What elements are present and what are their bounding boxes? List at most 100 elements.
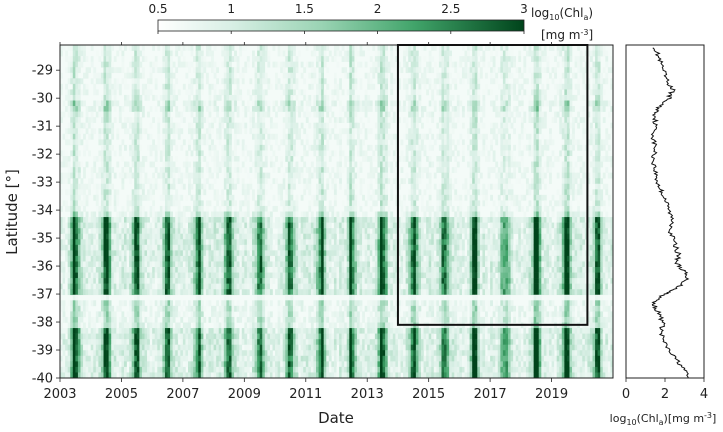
heatmap-cell — [231, 344, 235, 351]
heatmap-cell — [295, 194, 299, 201]
heatmap-cell — [85, 255, 89, 262]
heatmap-cell — [164, 311, 168, 318]
heatmap-cell — [95, 89, 99, 96]
heatmap-cell — [195, 289, 199, 296]
heatmap-cell — [277, 272, 281, 279]
heatmap-cell — [257, 128, 260, 135]
heatmap-cell — [292, 283, 296, 290]
heatmap-cell — [152, 211, 156, 218]
heatmap-cell — [159, 267, 163, 273]
heatmap-cell — [282, 228, 286, 234]
heatmap-cell — [313, 144, 317, 151]
heatmap-cell — [236, 333, 240, 340]
heatmap-cell — [126, 161, 130, 168]
heatmap-panel: 2003 2005 2007 2009 2011 2013 2015 2017 2019 -29… — [3, 42, 614, 427]
heatmap-cell — [103, 183, 107, 190]
heatmap-cell — [313, 106, 317, 112]
heatmap-cell — [167, 100, 171, 107]
heatmap-cell — [285, 250, 289, 257]
heatmap-cell — [111, 255, 115, 262]
heatmap-cell — [129, 328, 132, 334]
heatmap-cell — [118, 366, 122, 373]
heatmap-cell — [154, 61, 158, 68]
heatmap-cell — [272, 45, 276, 51]
heatmap-cell — [85, 366, 89, 373]
heatmap-cell — [126, 355, 130, 362]
heatmap-cell — [90, 172, 94, 179]
heatmap-cell — [223, 139, 227, 146]
heatmap-cell — [188, 233, 191, 240]
heatmap-cell — [287, 283, 291, 290]
heatmap-cell — [236, 328, 240, 334]
heatmap-cell — [228, 289, 232, 296]
heatmap-cell — [177, 61, 181, 68]
heatmap-cell — [167, 278, 171, 284]
heatmap-cell — [328, 300, 332, 307]
heatmap-cell — [65, 56, 68, 62]
heatmap-cell — [316, 328, 319, 334]
heatmap-cell — [157, 67, 161, 74]
heatmap-cell — [100, 361, 104, 368]
heatmap-cell — [108, 156, 112, 162]
heatmap-cell — [147, 178, 150, 185]
heatmap-cell — [100, 344, 104, 351]
heatmap-cell — [198, 83, 202, 90]
heatmap-cell — [205, 289, 209, 296]
heatmap-cell — [295, 366, 299, 373]
heatmap-cell — [154, 150, 158, 157]
heatmap-cell — [85, 261, 89, 268]
heatmap-cell — [80, 45, 84, 51]
heatmap-cell — [188, 316, 191, 323]
heatmap-cell — [167, 316, 171, 323]
heatmap-cell — [287, 45, 291, 51]
heatmap-cell — [108, 228, 112, 234]
heatmap-cell — [88, 328, 92, 334]
heatmap-cell — [244, 228, 248, 234]
heatmap-cell — [339, 144, 342, 151]
heatmap-cell — [262, 222, 266, 229]
heatmap-cell — [80, 372, 84, 378]
heatmap-cell — [203, 117, 207, 123]
heatmap-cell — [152, 355, 156, 362]
heatmap-cell — [305, 239, 309, 246]
heatmap-cell — [333, 56, 337, 62]
heatmap-cell — [249, 183, 253, 190]
heatmap-cell — [116, 50, 120, 57]
heatmap-cell — [285, 305, 289, 312]
heatmap-cell — [111, 45, 115, 51]
heatmap-cell — [152, 261, 156, 268]
heatmap-cell — [195, 372, 199, 378]
heatmap-cell — [328, 205, 332, 212]
heatmap-cell — [157, 250, 161, 257]
heatmap-cell — [221, 283, 225, 290]
heatmap-cell — [292, 333, 296, 340]
heatmap-cell — [290, 67, 294, 74]
heatmap-cell — [195, 161, 199, 168]
heatmap-cell — [226, 239, 230, 246]
heatmap-cell — [93, 350, 97, 357]
heatmap-cell — [326, 228, 330, 234]
heatmap-cell — [252, 300, 255, 307]
heatmap-cell — [198, 222, 202, 229]
heatmap-cell — [287, 200, 291, 207]
heatmap-cell — [236, 344, 240, 351]
heatmap-cell — [195, 128, 199, 135]
heatmap-cell — [221, 228, 225, 234]
heatmap-cell — [124, 144, 127, 151]
heatmap-cell — [185, 161, 189, 168]
heatmap-cell — [249, 283, 253, 290]
heatmap-cell — [323, 316, 327, 323]
heatmap-cell — [280, 139, 284, 146]
heatmap-cell — [70, 56, 74, 62]
heatmap-cell — [231, 372, 235, 378]
heatmap-cell — [316, 350, 319, 357]
heatmap-cell — [103, 239, 107, 246]
heatmap-cell — [292, 272, 296, 279]
heatmap-cell — [67, 261, 71, 268]
heatmap-cell — [300, 289, 304, 296]
heatmap-cell — [331, 366, 335, 373]
heatmap-cell — [139, 222, 143, 229]
heatmap-cell — [336, 161, 340, 168]
heatmap-cell — [200, 200, 204, 207]
heatmap-cell — [318, 244, 322, 251]
